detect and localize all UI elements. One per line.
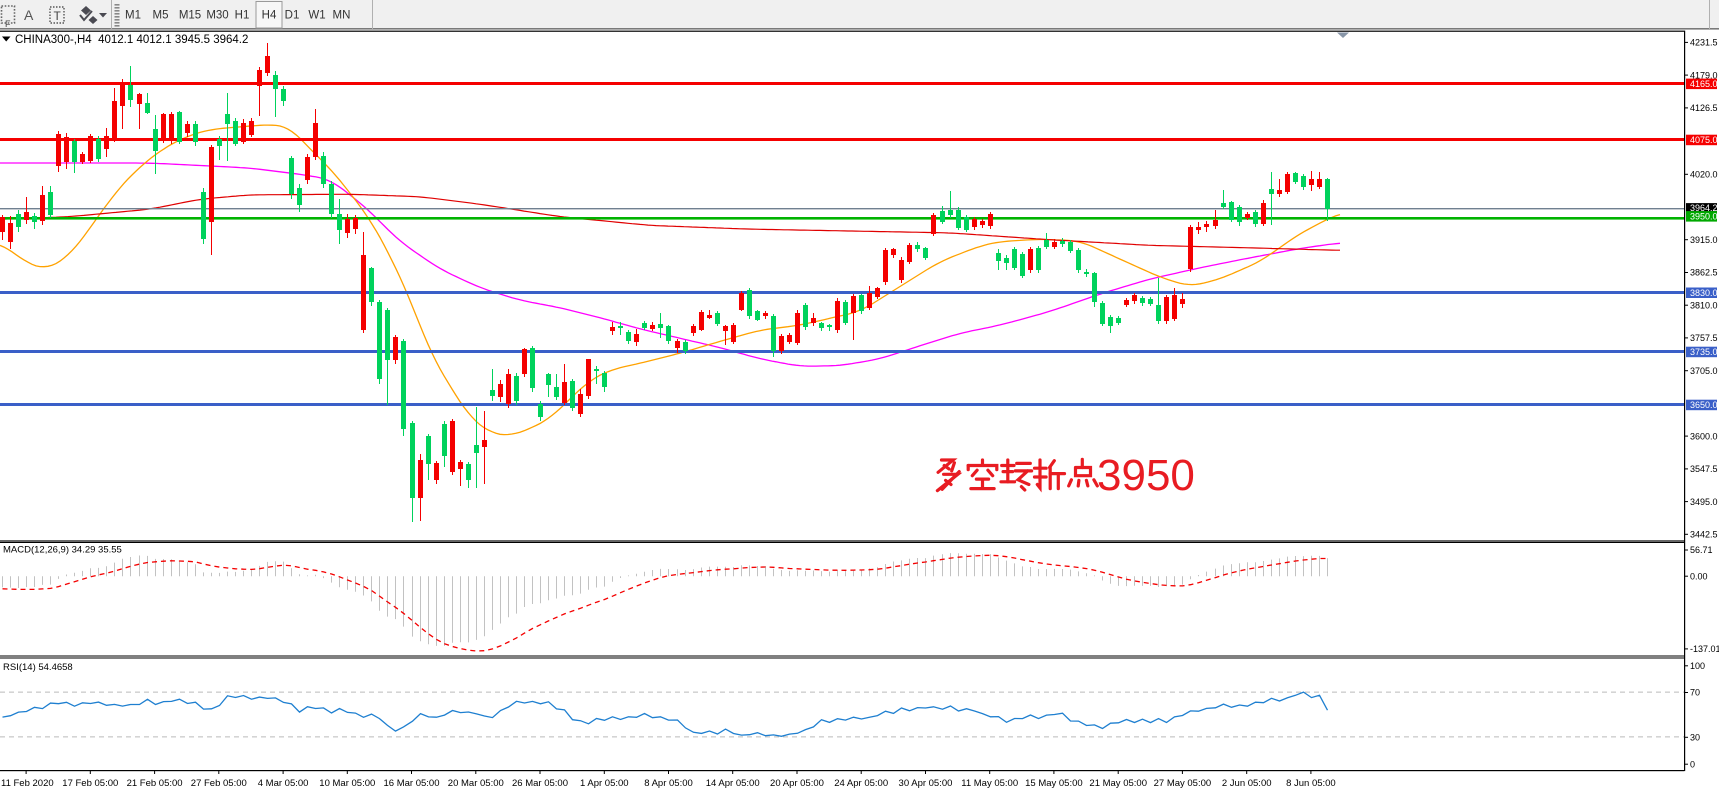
svg-text:70: 70 — [1690, 688, 1700, 698]
svg-text:26 Mar 05:00: 26 Mar 05:00 — [512, 778, 568, 789]
svg-text:24 Apr 05:00: 24 Apr 05:00 — [834, 778, 888, 789]
svg-text:15 May 05:00: 15 May 05:00 — [1025, 778, 1083, 789]
svg-text:A: A — [24, 7, 34, 23]
svg-text:3810.0: 3810.0 — [1690, 300, 1718, 310]
svg-text:4179.0: 4179.0 — [1690, 70, 1718, 80]
svg-text:RSI(14) 54.4658: RSI(14) 54.4658 — [3, 662, 73, 673]
svg-text:11 May 05:00: 11 May 05:00 — [961, 778, 1018, 789]
svg-text:30: 30 — [1690, 733, 1700, 743]
svg-text:8 Jun 05:00: 8 Jun 05:00 — [1286, 778, 1336, 789]
svg-text:-137.01: -137.01 — [1690, 644, 1719, 654]
svg-text:20 Mar 05:00: 20 Mar 05:00 — [448, 778, 504, 789]
svg-text:3442.5: 3442.5 — [1690, 530, 1718, 540]
svg-text:4231.5: 4231.5 — [1690, 38, 1718, 48]
svg-text:4 Mar 05:00: 4 Mar 05:00 — [258, 778, 309, 789]
svg-text:W1: W1 — [308, 10, 325, 22]
svg-text:3547.5: 3547.5 — [1690, 464, 1718, 474]
svg-text:3964.2: 3964.2 — [1690, 203, 1718, 213]
svg-text:3950.0: 3950.0 — [1690, 212, 1718, 222]
svg-text:21 Feb 05:00: 21 Feb 05:00 — [127, 778, 183, 789]
svg-text:3915.0: 3915.0 — [1690, 235, 1718, 245]
svg-text:3757.5: 3757.5 — [1690, 333, 1718, 343]
svg-text:21 May 05:00: 21 May 05:00 — [1089, 778, 1147, 789]
svg-text:20 Apr 05:00: 20 Apr 05:00 — [770, 778, 824, 789]
svg-text:3862.5: 3862.5 — [1690, 268, 1718, 278]
svg-text:100: 100 — [1690, 661, 1705, 671]
svg-text:MACD(12,26,9) 34.29 35.55: MACD(12,26,9) 34.29 35.55 — [3, 545, 122, 556]
svg-text:4075.0: 4075.0 — [1690, 135, 1718, 145]
svg-text:3950: 3950 — [1097, 451, 1195, 500]
svg-text:14 Apr 05:00: 14 Apr 05:00 — [706, 778, 760, 789]
svg-text:H1: H1 — [235, 10, 250, 22]
svg-text:3735.0: 3735.0 — [1690, 347, 1718, 357]
svg-text:0.00: 0.00 — [1690, 571, 1708, 581]
svg-text:M5: M5 — [153, 10, 169, 22]
svg-text:16 Mar 05:00: 16 Mar 05:00 — [384, 778, 440, 789]
svg-text:3830.0: 3830.0 — [1690, 288, 1718, 298]
svg-text:17 Feb 05:00: 17 Feb 05:00 — [62, 778, 118, 789]
svg-text:T: T — [54, 9, 62, 23]
svg-text:M30: M30 — [206, 10, 228, 22]
svg-text:8 Apr 05:00: 8 Apr 05:00 — [644, 778, 693, 789]
svg-text:3600.0: 3600.0 — [1690, 431, 1718, 441]
svg-text:4165.0: 4165.0 — [1690, 79, 1718, 89]
svg-text:0: 0 — [1690, 759, 1695, 769]
svg-text:27 Feb 05:00: 27 Feb 05:00 — [191, 778, 247, 789]
svg-text:4126.5: 4126.5 — [1690, 103, 1718, 113]
svg-text:3495.0: 3495.0 — [1690, 497, 1718, 507]
svg-text:M15: M15 — [179, 10, 201, 22]
svg-text:10 Mar 05:00: 10 Mar 05:00 — [319, 778, 375, 789]
svg-text:3705.0: 3705.0 — [1690, 366, 1718, 376]
svg-text:3650.0: 3650.0 — [1690, 400, 1718, 410]
svg-text:M1: M1 — [125, 10, 141, 22]
svg-text:11 Feb 2020: 11 Feb 2020 — [1, 778, 54, 789]
svg-text:4020.0: 4020.0 — [1690, 170, 1718, 180]
svg-text:30 Apr 05:00: 30 Apr 05:00 — [899, 778, 953, 789]
svg-text:H4: H4 — [262, 10, 277, 22]
svg-text:27 May 05:00: 27 May 05:00 — [1154, 778, 1212, 789]
svg-text:MN: MN — [333, 10, 351, 22]
svg-text:2 Jun 05:00: 2 Jun 05:00 — [1222, 778, 1272, 789]
svg-text:56.71: 56.71 — [1690, 545, 1713, 555]
svg-text:F: F — [5, 19, 11, 29]
svg-text:1 Apr 05:00: 1 Apr 05:00 — [580, 778, 629, 789]
svg-text:CHINA300-,H4 4012.1 4012.1 39: CHINA300-,H4 4012.1 4012.1 3945.5 3964.2 — [15, 34, 248, 46]
svg-text:D1: D1 — [285, 10, 300, 22]
